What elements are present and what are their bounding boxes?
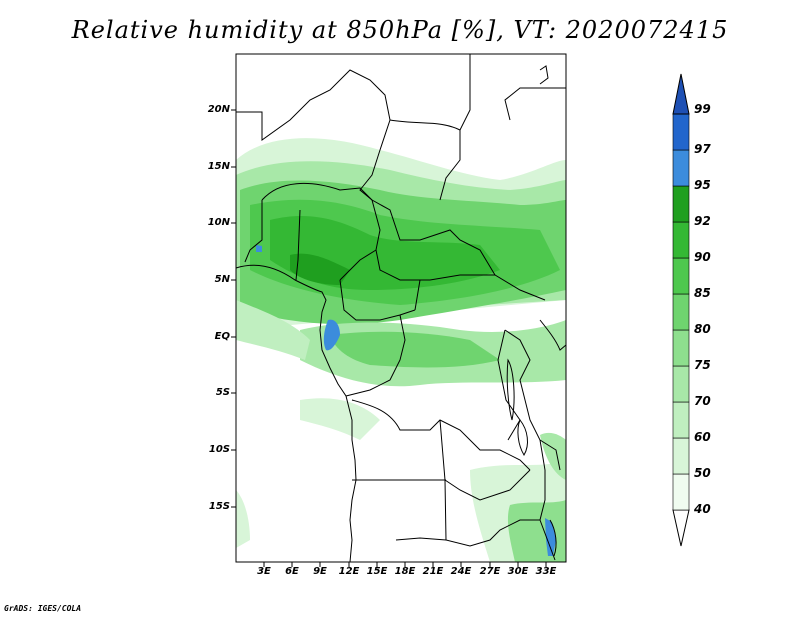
colorbar-label: 40 [694, 502, 711, 516]
grads-credit: GrADS: IGES/COLA [4, 604, 82, 613]
lat-tick-label: 15N [207, 161, 230, 172]
colorbar-label: 75 [694, 358, 711, 372]
lon-tick-label: 30E [507, 566, 529, 577]
colorbar-swatch-70-75 [672, 365, 690, 403]
lon-tick-label: 24E [450, 566, 472, 577]
humidity-field [236, 138, 566, 562]
lon-tick-label: 12E [338, 566, 360, 577]
colorbar-swatch-80-85 [672, 293, 690, 331]
lon-tick-label: 3E [257, 566, 271, 577]
colorbar-swatch-95-97 [672, 149, 690, 187]
lon-tick-label: 33E [535, 566, 557, 577]
colorbar-swatch-92-95 [672, 185, 690, 223]
lat-tick-label: 10N [207, 217, 230, 228]
colorbar-label: 95 [694, 178, 711, 192]
colorbar-label: 99 [694, 102, 711, 116]
colorbar-label: 50 [694, 466, 711, 480]
map-frame [235, 53, 567, 563]
lon-tick-label: 6E [285, 566, 299, 577]
lon-tick-marks [263, 562, 547, 567]
colorbar-swatch-50-60 [672, 437, 690, 475]
lat-tick-label: 5N [214, 274, 230, 285]
colorbar-swatch-85-90 [672, 257, 690, 295]
lat-tick-label: EQ [214, 331, 230, 342]
lat-tick-label: 20N [207, 104, 230, 115]
colorbar-label: 92 [694, 214, 711, 228]
colorbar-label: 97 [694, 142, 711, 156]
lat-tick-label: 10S [208, 444, 230, 455]
colorbar-swatch-40-50 [672, 473, 690, 511]
lon-tick-label: 15E [366, 566, 388, 577]
colorbar-label: 70 [694, 394, 711, 408]
colorbar-label: 80 [694, 322, 711, 336]
colorbar-above-triangle [672, 73, 690, 115]
colorbar-label: 85 [694, 286, 711, 300]
lon-tick-label: 18E [394, 566, 416, 577]
lon-tick-label: 9E [313, 566, 327, 577]
lat-tick-label: 15S [208, 501, 230, 512]
lat-tick-label: 5S [215, 387, 230, 398]
lat-tick-marks [231, 109, 236, 508]
colorbar-label: 90 [694, 250, 711, 264]
map-title: Relative humidity at 850hPa [%], VT: 202… [71, 16, 729, 44]
colorbar-below-triangle [672, 509, 690, 547]
colorbar [672, 73, 690, 547]
colorbar-swatch-90-92 [672, 221, 690, 259]
lon-tick-label: 21E [422, 566, 444, 577]
lon-tick-label: 27E [479, 566, 501, 577]
colorbar-swatch-60-70 [672, 401, 690, 439]
country-borders [235, 54, 567, 563]
colorbar-swatch-97-99 [672, 113, 690, 151]
colorbar-label: 60 [694, 430, 711, 444]
colorbar-swatch-75-80 [672, 329, 690, 367]
